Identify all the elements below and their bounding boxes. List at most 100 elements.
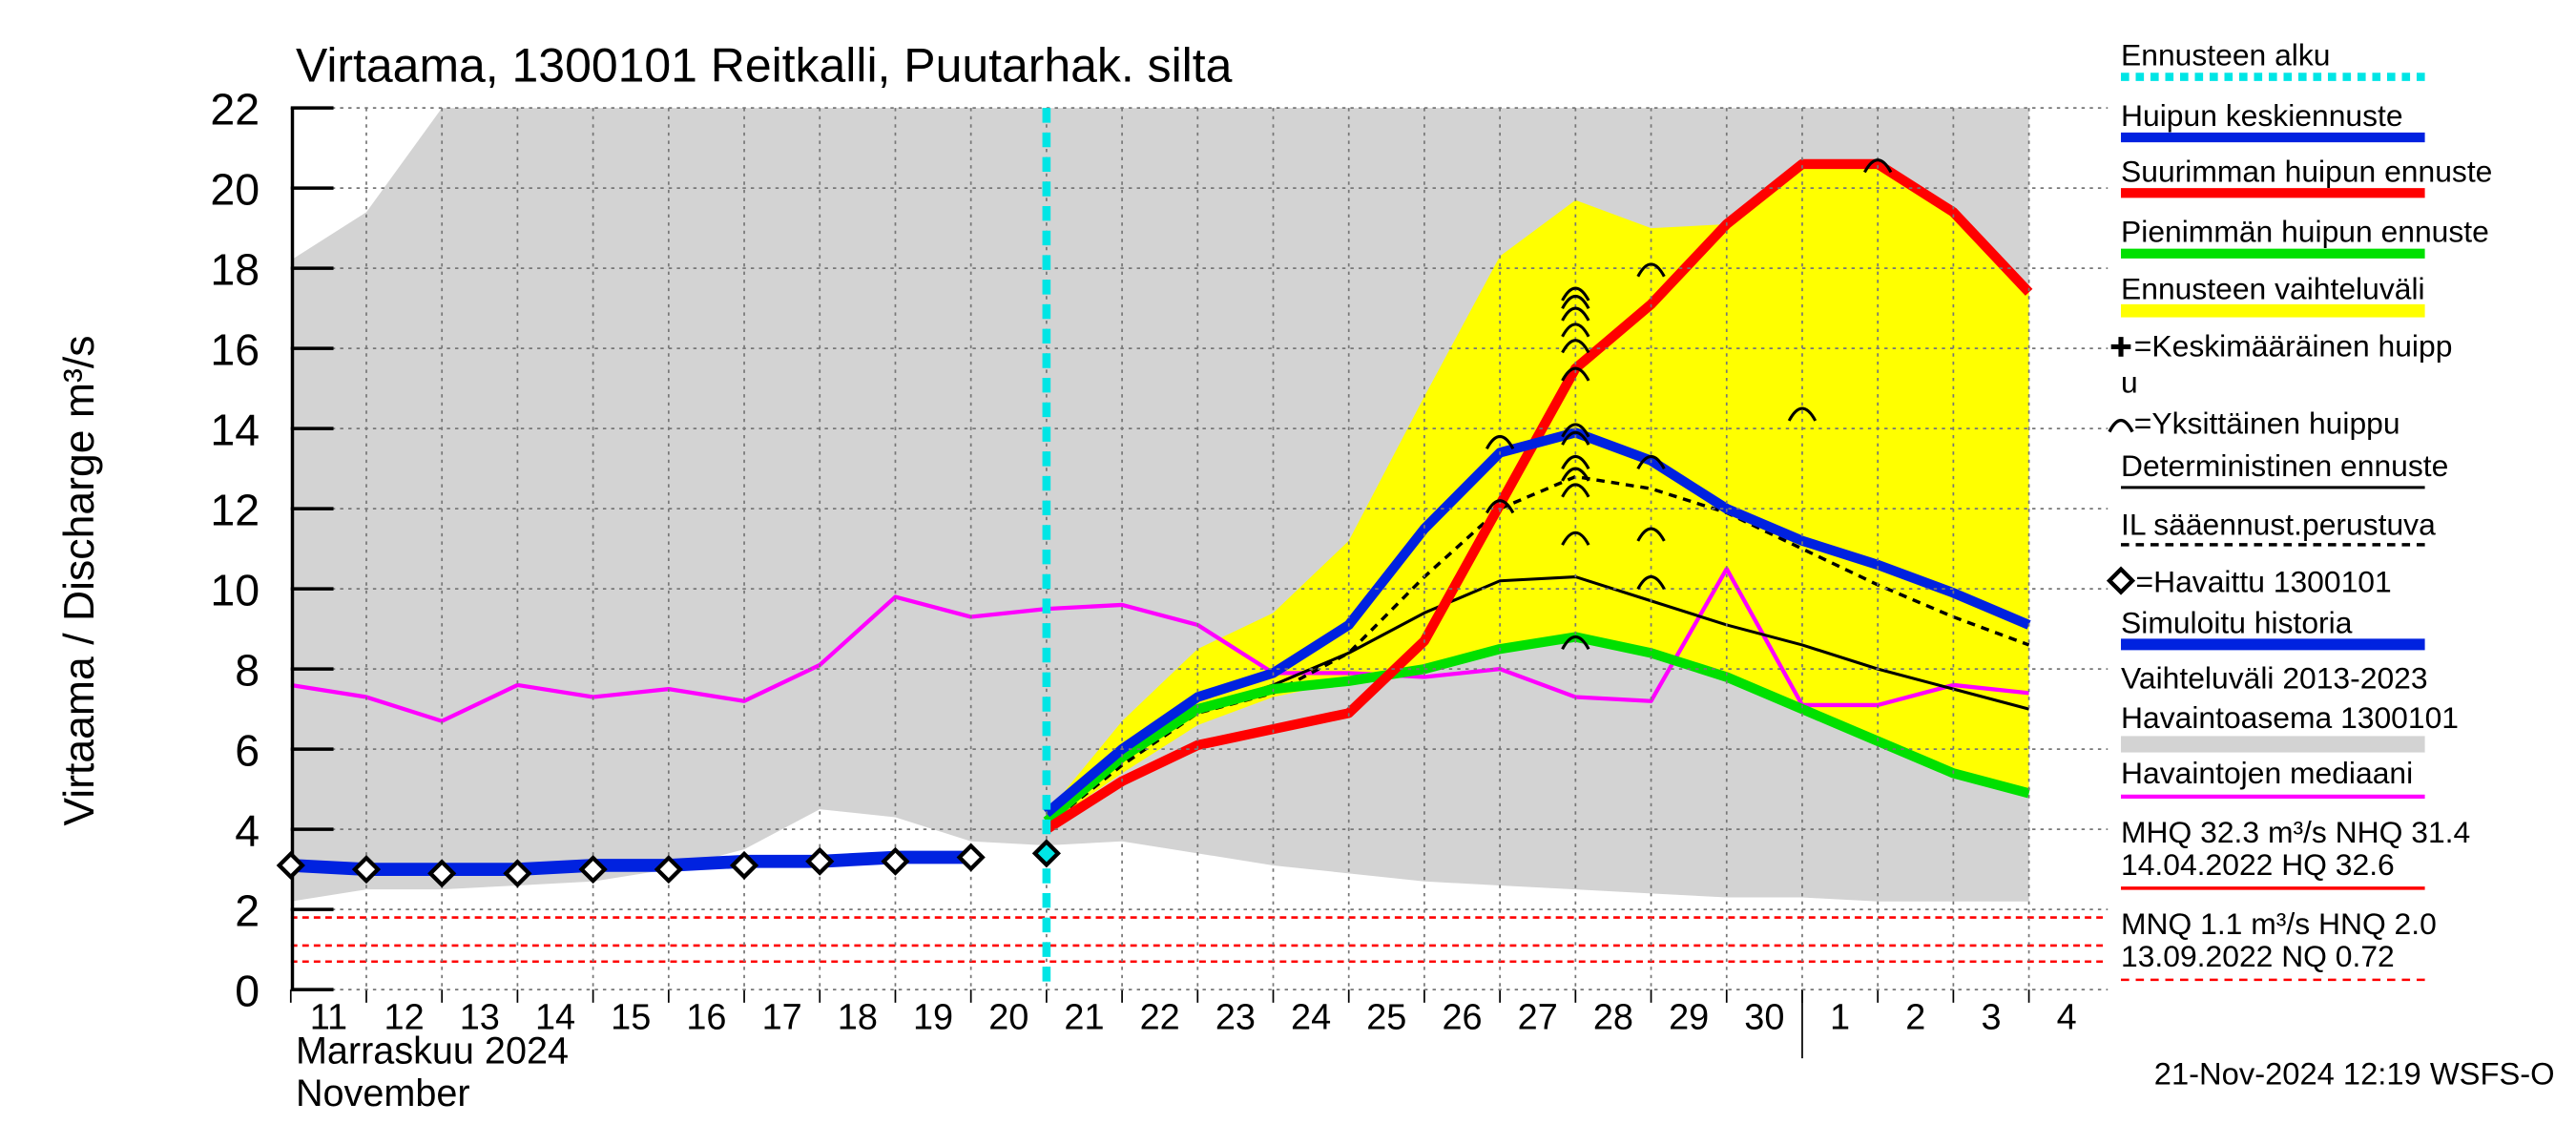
y-tick-label: 10 [210,565,260,614]
observed-point [578,855,608,885]
observed-point [276,850,305,880]
series-line [1044,158,2033,834]
single-peak [1561,531,1590,546]
single-peak [1561,423,1590,438]
legend-label: Ennusteen alku [2121,38,2330,73]
legend-label: u [2121,364,2138,399]
observed-point [1031,839,1061,868]
y-tick-label: 16 [210,324,260,374]
single-peak [1636,262,1666,278]
x-axis-label: November [296,1072,470,1114]
y-axis-label: Virtaama / Discharge m³/s [56,335,103,825]
single-peak [1863,158,1893,174]
y-tick-label: 4 [235,805,260,855]
single-peak [1561,286,1590,302]
chart-title: Virtaama, 1300101 Reitkalli, Puutarhak. … [296,39,1233,93]
single-peak [1485,499,1515,514]
legend-label: =Keskimääräinen huipp [2134,329,2453,364]
legend-label: Pienimmän huipun ennuste [2121,215,2489,249]
single-peak [1561,467,1590,482]
single-peak [1561,306,1590,322]
x-tick-label: 23 [1215,997,1256,1037]
legend-label: =Havaittu 1300101 [2136,565,2392,599]
x-tick-label: 3 [1981,997,2001,1037]
x-tick-label: 4 [2057,997,2077,1037]
y-tick-label: 6 [235,725,260,775]
legend-label: 13.09.2022 NQ 0.72 [2121,939,2395,973]
x-tick-label: 26 [1442,997,1482,1037]
series-line [1043,632,2030,825]
legend-icon [2110,337,2131,357]
x-tick-label: 24 [1291,997,1331,1037]
y-tick-label: 18 [210,244,260,294]
x-tick-label: 11 [310,997,347,1037]
legend-icon [2108,418,2134,433]
x-tick-label: 1 [1830,997,1850,1037]
legend-label: Vaihteluväli 2013-2023 [2121,661,2428,696]
legend-label: Simuloitu historia [2121,605,2353,639]
y-tick-label: 20 [210,164,260,214]
legend-label: Havaintojen mediaani [2121,756,2413,790]
observed-point [351,855,382,885]
series-line [290,567,2029,723]
y-tick-label: 0 [235,966,260,1015]
x-tick-label: 27 [1518,997,1558,1037]
plot [290,108,2109,964]
y-tick-label: 8 [235,645,260,695]
single-peak [1561,635,1590,651]
x-tick-label: 12 [384,997,425,1037]
x-tick-label: 14 [535,997,575,1037]
legend-label: =Yksittäinen huippu [2134,406,2400,440]
x-tick-label: 30 [1744,997,1784,1037]
observed-point [881,846,910,876]
legend-swatch [2121,736,2425,753]
single-peak [1561,323,1590,338]
single-peak [1561,339,1590,354]
y-tick-label: 22 [210,84,260,134]
x-tick-label: 25 [1366,997,1406,1037]
observed-point [503,859,532,888]
x-tick-label: 17 [762,997,802,1037]
observed-point [654,855,683,885]
x-tick-label: 15 [611,997,651,1037]
single-peak [1561,430,1590,446]
legend-label: MNQ 1.1 m³/s HNQ 2.0 [2121,906,2437,941]
observed-point [805,846,835,876]
timestamp: 21-Nov-2024 12:19 WSFS-O [2154,1056,2555,1092]
y-tick-label: 12 [210,485,260,534]
single-peak [1636,574,1666,591]
single-peak [1636,454,1666,470]
legend-label: MHQ 32.3 m³/s NHQ 31.4 [2121,815,2470,849]
x-tick-label: 18 [838,997,878,1037]
legend-icon [2106,566,2136,595]
x-tick-label: 19 [913,997,953,1037]
series-line [290,850,971,876]
series-line [1043,427,2031,818]
observed-point [427,859,457,888]
legend-label: Huipun keskiennuste [2121,98,2403,133]
single-peak [1561,366,1590,382]
single-peak [1636,527,1666,542]
legend-label: Havaintoasema 1300101 [2121,700,2459,735]
x-tick-label: 28 [1593,997,1633,1037]
x-tick-label: 16 [686,997,726,1037]
legend-label: Ennusteen vaihteluväli [2121,272,2425,306]
x-tick-label: 20 [988,997,1028,1037]
x-tick-label: 29 [1669,997,1709,1037]
x-tick-label: 22 [1140,997,1180,1037]
single-peak [1561,294,1590,310]
x-axis-label: Marraskuu 2024 [296,1030,569,1072]
single-peak [1561,483,1590,498]
single-peak [1787,406,1818,422]
series-line [1045,474,2030,827]
legend-label: IL sääennust.perustuva [2121,508,2436,542]
single-peak [1485,434,1515,450]
y-tick-label: 14 [210,405,260,454]
x-tick-label: 13 [460,997,500,1037]
x-tick-label: 21 [1064,997,1104,1037]
legend-label: 14.04.2022 HQ 32.6 [2121,847,2395,882]
y-tick-label: 2 [235,885,260,935]
observed-point [729,850,759,880]
